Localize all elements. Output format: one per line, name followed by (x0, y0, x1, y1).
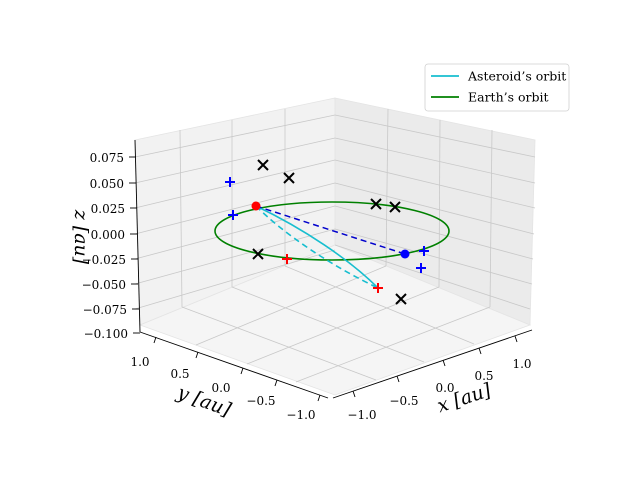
z-tick-label: 0.050 (90, 177, 124, 191)
legend: Asteroid’s orbit Earth’s orbit (424, 63, 570, 112)
asteroid-orbit-hidden-segment (255, 205, 379, 289)
z-tick-label: −0.100 (84, 327, 128, 341)
z-grid-line (134, 205, 336, 260)
z-grid-line (134, 228, 336, 285)
y-tick-mark (317, 394, 321, 402)
red-plus-marker (373, 283, 383, 293)
tick-marks (129, 156, 518, 402)
x-grid-line (385, 108, 389, 267)
z-tick-labels: 0.075 0.050 0.025 0.000 −0.025 −0.050 −0… (82, 151, 128, 341)
x-tick-label: −0.5 (389, 394, 418, 408)
y-tick-label: −0.5 (246, 394, 275, 408)
x-tick-mark (514, 335, 518, 343)
y-tick-mark (240, 367, 244, 375)
x-grid-line (489, 129, 493, 308)
black-x-marker (283, 172, 295, 184)
y-tick-mark (195, 351, 199, 359)
z-tick-label: −0.025 (82, 253, 126, 267)
axis-panes (134, 97, 536, 396)
x-grid-line (284, 265, 475, 345)
z-tick-label: 0.075 (90, 151, 124, 165)
y-tick-mark (274, 379, 278, 387)
x-tick-label: 0.5 (474, 369, 493, 383)
x-grid-line (231, 286, 425, 363)
y-tick-label: 0.5 (170, 367, 189, 381)
y-grid-line (295, 306, 491, 383)
z-grid-line (334, 114, 536, 158)
z-grid-line (334, 137, 536, 184)
y-tick-mark (153, 336, 157, 344)
red-plus-marker (282, 254, 292, 264)
z-grid-line (134, 182, 336, 235)
x-tick-label: 0.0 (435, 381, 454, 395)
z-grid-line (334, 159, 536, 209)
x-grid-line (438, 119, 441, 288)
black-x-marker (257, 159, 269, 171)
z-tick-label: −0.050 (82, 278, 126, 292)
black-x-marker (395, 293, 407, 305)
x-tick-label: 1.0 (512, 357, 531, 371)
y-grid-line (246, 286, 440, 365)
blue-plus-marker (228, 210, 238, 220)
x-tick-mark (442, 359, 446, 367)
z-grid-line (334, 244, 531, 310)
z-tick-label: 0.000 (91, 228, 125, 242)
x-tick-mark (478, 347, 482, 355)
z-grid-line (134, 137, 336, 184)
z-axis-label: z [au] (70, 209, 92, 265)
y-tick-labels: 1.0 0.5 0.0 −0.5 −1.0 (130, 355, 315, 422)
z-grid-line (334, 228, 533, 285)
blue-dot-marker (400, 249, 410, 259)
x-tick-mark (396, 375, 400, 383)
y-grid-line (195, 265, 387, 346)
x-tick-mark (352, 390, 356, 398)
plot-area (214, 159, 450, 305)
legend-earth-label: Earth’s orbit (468, 90, 549, 105)
x-grid-line (181, 306, 377, 381)
z-tick-label: −0.075 (83, 303, 127, 317)
black-x-marker (389, 201, 401, 213)
axis-lines (134, 139, 533, 399)
black-x-marker (252, 248, 264, 260)
z-grid-line (134, 159, 336, 209)
y-tick-label: 1.0 (130, 355, 149, 369)
y-grid-line (179, 129, 183, 308)
z-tick-label: 0.025 (91, 202, 125, 216)
blue-plus-marker (225, 177, 235, 187)
x-tick-label: −1.0 (347, 408, 376, 422)
y-axis-line (139, 331, 329, 399)
x-tick-labels: −1.0 −0.5 0.0 0.5 1.0 (347, 357, 531, 422)
z-grid-line (134, 114, 336, 158)
z-grid-line (334, 205, 534, 260)
earth-orbit-line (214, 201, 450, 261)
blue-plus-marker (419, 246, 429, 256)
legend-box (424, 63, 570, 112)
red-dot-marker (251, 201, 261, 211)
y-tick-label: −1.0 (286, 408, 315, 422)
z-axis-line (134, 139, 141, 333)
connecting-dashed-line (255, 205, 406, 255)
y-tick-label: 0.0 (211, 381, 230, 395)
asteroid-orbit-line (255, 205, 379, 289)
blue-plus-marker (416, 263, 426, 273)
legend-asteroid-label: Asteroid’s orbit (467, 69, 566, 84)
floor-pane (138, 244, 532, 396)
z-grid-line (334, 182, 535, 235)
x-axis-line (332, 329, 533, 399)
black-x-marker (370, 198, 382, 210)
